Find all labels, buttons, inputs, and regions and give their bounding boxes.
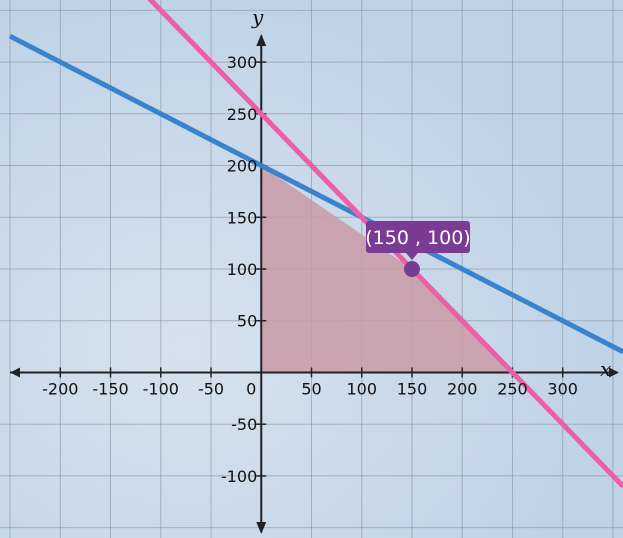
x-tick-label: -100 — [143, 379, 179, 398]
x-tick-label: -150 — [92, 379, 128, 398]
y-tick-label: -100 — [221, 467, 257, 486]
x-axis-title: x — [600, 357, 611, 381]
x-tick-label: 50 — [301, 379, 321, 398]
point-callout-label: (150 , 100) — [365, 227, 470, 249]
x-tick-label: 100 — [346, 379, 377, 398]
point-callout-box — [365, 221, 470, 253]
x-tick-label: 300 — [547, 379, 578, 398]
x-tick-label: 200 — [447, 379, 478, 398]
intersection-point: (150 , 100) — [365, 221, 471, 277]
point-callout-pointer — [405, 253, 418, 260]
y-tick-label: 150 — [227, 208, 258, 227]
x-tick-label: 0 — [246, 379, 256, 398]
x-tick-label: -200 — [42, 379, 78, 398]
y-axis-arrow — [256, 34, 267, 46]
y-tick-label: 200 — [227, 157, 258, 176]
shaded-region — [261, 165, 513, 373]
x-tick-label: 250 — [497, 379, 528, 398]
y-tick-label: 300 — [227, 53, 258, 72]
x-axis-arrow-left — [10, 367, 20, 378]
y-tick-label: 50 — [237, 312, 257, 331]
feasible-region — [261, 165, 513, 373]
y-axis-arrow-bottom — [256, 522, 267, 534]
x-tick-label: 150 — [397, 379, 428, 398]
intersection-marker — [403, 261, 420, 277]
tick-labels: -200 -150 -100 -50 0 50 100 150 200 250 300 -100 -50… — [42, 53, 578, 486]
y-axis-title: y — [251, 5, 264, 29]
y-tick-label: 100 — [227, 260, 258, 279]
x-tick-label: -50 — [198, 379, 224, 398]
y-tick-label: -50 — [231, 415, 257, 434]
x-axis-arrow — [609, 367, 619, 378]
series-line — [8, 33, 623, 354]
y-tick-label: 250 — [227, 105, 258, 124]
